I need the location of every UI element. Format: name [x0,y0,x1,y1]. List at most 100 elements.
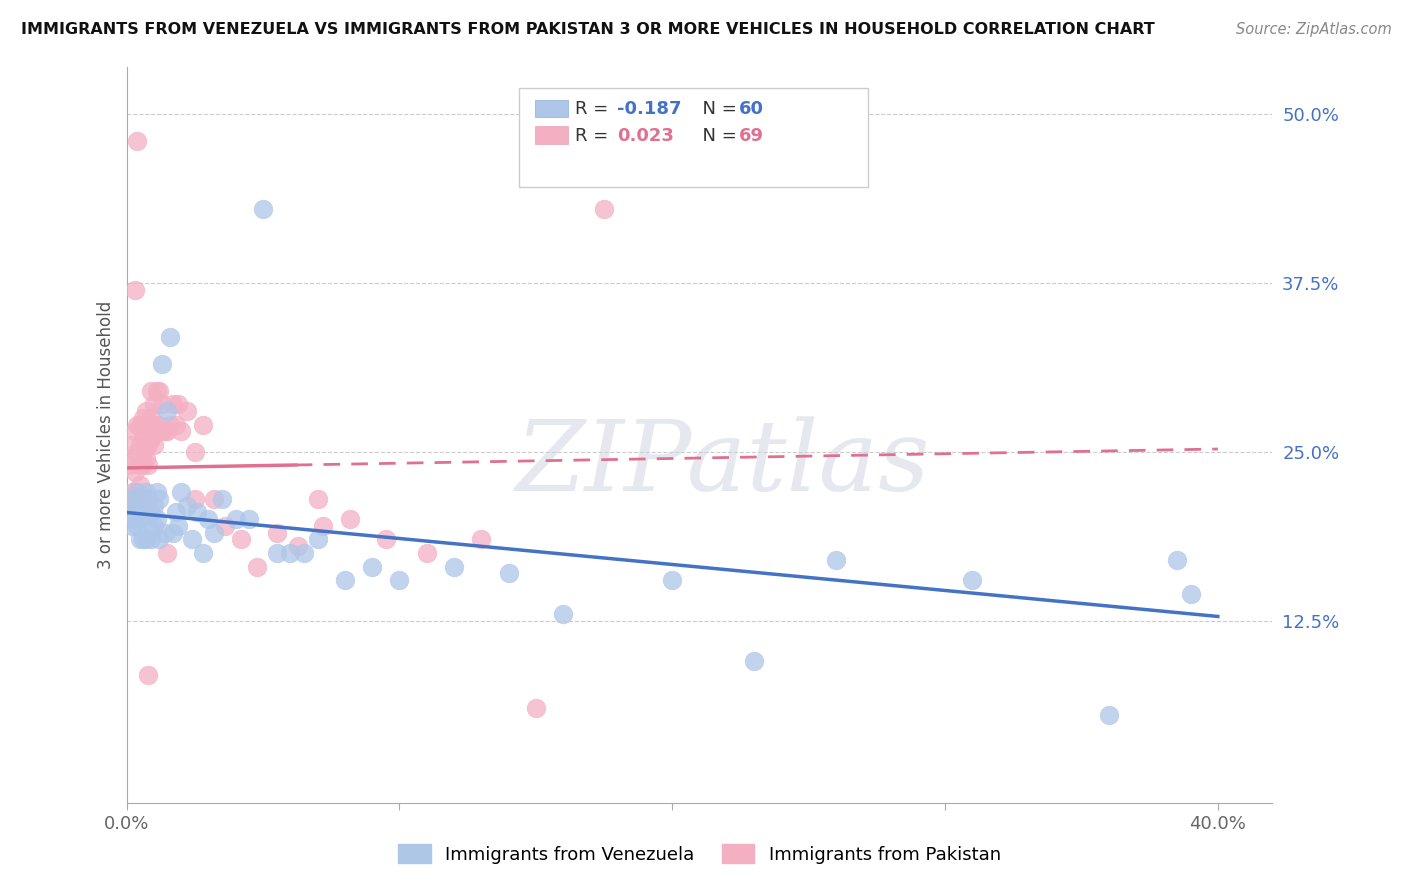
Point [142,417,165,432]
Point [132,411,155,425]
Point [145,425,167,439]
Point [415,546,437,560]
Point [142,438,165,452]
Point [121,485,143,500]
Point [139,431,162,445]
Point [142,499,165,513]
Point [162,397,184,411]
Point [138,458,160,473]
Point [307,533,329,547]
Point [127,444,149,458]
Point [127,417,149,432]
Point [661,147,683,161]
Point [307,491,329,506]
Point [191,417,214,432]
Point [176,404,198,418]
Point [138,417,160,432]
Point [121,519,143,533]
Point [184,444,207,458]
Point [159,330,181,344]
Point [135,451,157,466]
Point [132,425,155,439]
Point [124,485,146,500]
Point [211,491,233,506]
Point [121,438,143,452]
Point [118,506,141,520]
Point [148,384,170,398]
Point [156,425,179,439]
Point [312,519,335,533]
Point [127,519,149,533]
Point [135,533,157,547]
Point [1098,708,1121,723]
Point [129,478,152,492]
Point [138,667,160,681]
Point [135,438,157,452]
Point [135,417,157,432]
Point [191,546,214,560]
Point [142,519,165,533]
Point [124,512,146,526]
Point [127,134,149,148]
Point [145,512,167,526]
Point [524,701,547,715]
Point [124,499,146,513]
Point [121,451,143,466]
Point [167,397,190,411]
Point [156,404,179,418]
Point [135,404,157,418]
Point [388,573,411,587]
Point [238,512,260,526]
Legend: Immigrants from Venezuela, Immigrants from Pakistan: Immigrants from Venezuela, Immigrants fr… [398,845,1001,863]
Point [129,458,152,473]
Point [118,499,141,513]
Point [551,607,574,621]
Point [132,491,155,506]
Point [214,519,236,533]
Point [127,485,149,500]
Point [246,559,269,574]
Y-axis label: 3 or more Vehicles in Household: 3 or more Vehicles in Household [97,301,115,569]
Point [742,654,765,668]
Point [138,438,160,452]
Point [165,417,187,432]
Point [498,566,520,581]
Point [129,438,152,452]
Point [127,491,149,506]
Point [124,283,146,297]
Point [132,444,155,458]
Point [202,491,225,506]
Point [145,384,167,398]
Point [159,417,181,432]
Point [181,533,204,547]
Text: ZIPatlas: ZIPatlas [515,417,929,512]
Point [266,525,288,540]
Point [825,553,848,567]
Point [153,425,176,439]
Point [374,533,396,547]
Text: 69: 69 [738,128,763,145]
Point [132,458,155,473]
Text: 0.023: 0.023 [617,128,675,145]
Point [167,519,190,533]
Text: -0.187: -0.187 [617,101,682,119]
Text: IMMIGRANTS FROM VENEZUELA VS IMMIGRANTS FROM PAKISTAN 3 OR MORE VEHICLES IN HOUS: IMMIGRANTS FROM VENEZUELA VS IMMIGRANTS … [21,22,1154,37]
Text: N =: N = [690,128,742,145]
Point [278,546,301,560]
Point [170,485,193,500]
Text: 60: 60 [738,101,763,119]
Point [153,525,176,540]
Point [118,458,141,473]
Point [184,491,207,506]
Text: R =: R = [575,128,614,145]
Point [139,411,162,425]
Text: R =: R = [575,101,614,119]
Point [470,533,492,547]
Point [962,573,984,587]
Point [138,491,160,506]
Text: Source: ZipAtlas.com: Source: ZipAtlas.com [1236,22,1392,37]
Point [150,425,173,439]
Point [148,491,170,506]
Point [225,512,247,526]
Point [1166,553,1188,567]
